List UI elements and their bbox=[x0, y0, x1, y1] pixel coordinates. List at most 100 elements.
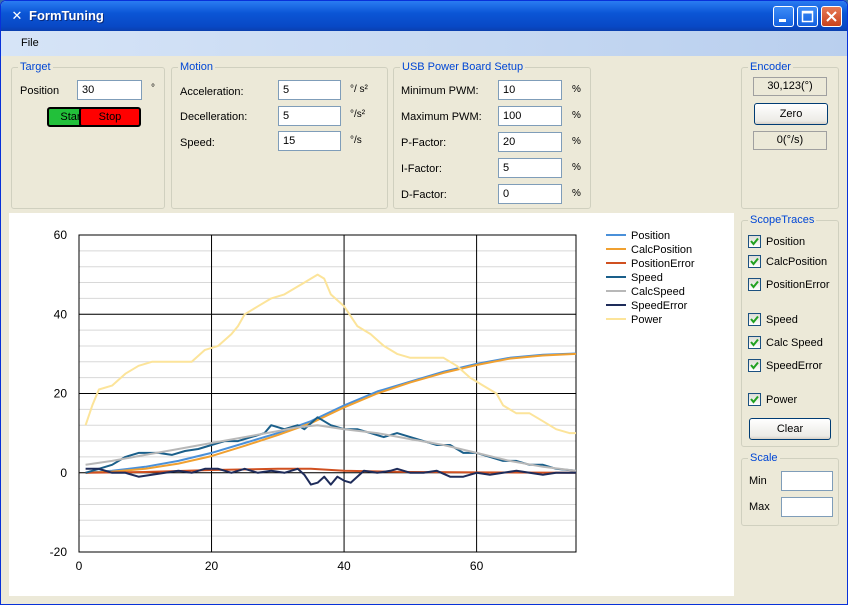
i-factor-input[interactable] bbox=[498, 158, 562, 178]
scale-max-label: Max bbox=[749, 501, 770, 513]
usb-power-board-group: USB Power Board Setup Minimum PWM: % Max… bbox=[393, 61, 591, 209]
clear-label: Clear bbox=[776, 423, 804, 435]
scope-item-label[interactable]: CalcPosition bbox=[766, 256, 828, 268]
scope-checkbox-5[interactable] bbox=[748, 359, 761, 372]
scope-chart: -20 0 20 40 60 0 20 40 60 Position CalcPosition Pos… bbox=[9, 213, 734, 596]
speed-input[interactable] bbox=[278, 131, 341, 151]
i-factor-label: I-Factor: bbox=[401, 163, 442, 175]
position-label: Position bbox=[20, 85, 60, 97]
d-factor-input[interactable] bbox=[498, 184, 562, 204]
target-title: Target bbox=[18, 61, 53, 73]
series-line-power bbox=[84, 273, 576, 435]
y-tick-label: 60 bbox=[54, 228, 68, 242]
speed-unit: °/s bbox=[350, 135, 362, 146]
scope-checkbox-3[interactable] bbox=[748, 313, 761, 326]
window-title: FormTuning bbox=[29, 8, 104, 23]
zero-button[interactable]: Zero bbox=[754, 103, 828, 125]
checkmark-icon bbox=[750, 338, 759, 347]
motion-title: Motion bbox=[178, 61, 216, 73]
scope-item-label[interactable]: PositionError bbox=[766, 279, 830, 291]
checkmark-icon bbox=[750, 257, 759, 266]
encoder-position-value: 30,123(°) bbox=[767, 80, 813, 92]
scope-traces-group: ScopeTraces Position CalcPosition Position… bbox=[741, 214, 839, 447]
acceleration-unit: °/ s² bbox=[350, 84, 368, 95]
close-button[interactable] bbox=[821, 6, 842, 27]
min-pwm-unit: % bbox=[572, 84, 581, 95]
menu-file[interactable]: File bbox=[21, 37, 39, 49]
title-bar[interactable]: ✕ FormTuning bbox=[1, 1, 847, 31]
scale-title: Scale bbox=[748, 452, 780, 464]
scope-checkbox-1[interactable] bbox=[748, 255, 761, 268]
x-tick-label: 60 bbox=[470, 559, 484, 573]
min-pwm-input[interactable] bbox=[498, 80, 562, 100]
target-group: Target Position ° Start Stop bbox=[11, 61, 165, 209]
scope-item-label[interactable]: Calc Speed bbox=[766, 337, 823, 349]
scope-item-label[interactable]: Power bbox=[766, 394, 798, 406]
scope-item-label[interactable]: Position bbox=[766, 236, 806, 248]
plot-area-frame bbox=[78, 234, 577, 553]
usb-title: USB Power Board Setup bbox=[400, 61, 526, 73]
motion-group: Motion Acceleration: °/ s² Decelleration… bbox=[171, 61, 388, 209]
zero-label: Zero bbox=[779, 108, 803, 120]
legend-label: Power bbox=[631, 314, 663, 326]
scope-traces-title: ScopeTraces bbox=[748, 214, 817, 226]
scope-chart-svg: -20 0 20 40 60 0 20 40 60 Position CalcPosition Pos… bbox=[50, 228, 695, 573]
min-pwm-label: Minimum PWM: bbox=[401, 85, 479, 97]
x-tick-label: 40 bbox=[337, 559, 351, 573]
encoder-speed-readout: 0(°/s) bbox=[753, 131, 827, 150]
y-tick-label: -20 bbox=[50, 545, 68, 559]
legend-label: PositionError bbox=[631, 258, 695, 270]
legend-label: SpeedError bbox=[631, 300, 688, 312]
legend-label: CalcSpeed bbox=[631, 286, 685, 298]
stop-label: Stop bbox=[98, 111, 122, 123]
checkmark-icon bbox=[750, 395, 759, 404]
maximize-button[interactable] bbox=[797, 6, 818, 27]
scope-checkbox-0[interactable] bbox=[748, 235, 761, 248]
checkmark-icon bbox=[750, 361, 759, 370]
decceleration-unit: °/s² bbox=[350, 109, 366, 120]
p-factor-input[interactable] bbox=[498, 132, 562, 152]
i-factor-unit: % bbox=[572, 162, 581, 173]
max-pwm-label: Maximum PWM: bbox=[401, 111, 482, 123]
decceleration-label: Decelleration: bbox=[180, 111, 248, 123]
scope-item-label[interactable]: SpeedError bbox=[766, 360, 823, 372]
d-factor-unit: % bbox=[572, 188, 581, 199]
scope-item-label[interactable]: Speed bbox=[766, 314, 798, 326]
scope-checkbox-2[interactable] bbox=[748, 278, 761, 291]
checkmark-icon bbox=[750, 280, 759, 289]
scale-max-input[interactable] bbox=[781, 497, 833, 517]
acceleration-input[interactable] bbox=[278, 80, 341, 100]
encoder-speed-value: 0(°/s) bbox=[776, 134, 804, 146]
scale-group: Scale Min Max bbox=[741, 452, 839, 526]
scope-checkbox-4[interactable] bbox=[748, 336, 761, 349]
stop-button[interactable]: Stop bbox=[79, 107, 141, 127]
scale-min-input[interactable] bbox=[781, 471, 833, 491]
series-line-calcspeed bbox=[85, 424, 577, 472]
p-factor-unit: % bbox=[572, 136, 581, 147]
x-tick-label: 20 bbox=[205, 559, 219, 573]
decceleration-input[interactable] bbox=[278, 106, 341, 126]
minimize-button[interactable] bbox=[773, 6, 794, 27]
series-line-calcposition bbox=[85, 352, 577, 474]
y-tick-label: 20 bbox=[54, 387, 68, 401]
encoder-position-readout: 30,123(°) bbox=[753, 77, 827, 96]
encoder-title: Encoder bbox=[748, 61, 793, 73]
x-tick-label: 0 bbox=[76, 559, 83, 573]
clear-button[interactable]: Clear bbox=[749, 418, 831, 440]
checkmark-icon bbox=[750, 315, 759, 324]
target-position-input[interactable] bbox=[77, 80, 142, 100]
app-icon: ✕ bbox=[11, 8, 23, 23]
speed-label: Speed: bbox=[180, 137, 215, 149]
menu-bar: File bbox=[1, 31, 847, 56]
p-factor-label: P-Factor: bbox=[401, 137, 447, 149]
d-factor-label: D-Factor: bbox=[401, 189, 447, 201]
y-tick-label: 0 bbox=[60, 466, 67, 480]
max-pwm-unit: % bbox=[572, 110, 581, 121]
acceleration-label: Acceleration: bbox=[180, 86, 244, 98]
y-tick-label: 40 bbox=[54, 307, 68, 321]
max-pwm-input[interactable] bbox=[498, 106, 562, 126]
legend-label: CalcPosition bbox=[631, 244, 692, 256]
start-label: Start bbox=[60, 111, 84, 123]
scope-checkbox-6[interactable] bbox=[748, 393, 761, 406]
legend-label: Position bbox=[631, 230, 670, 242]
